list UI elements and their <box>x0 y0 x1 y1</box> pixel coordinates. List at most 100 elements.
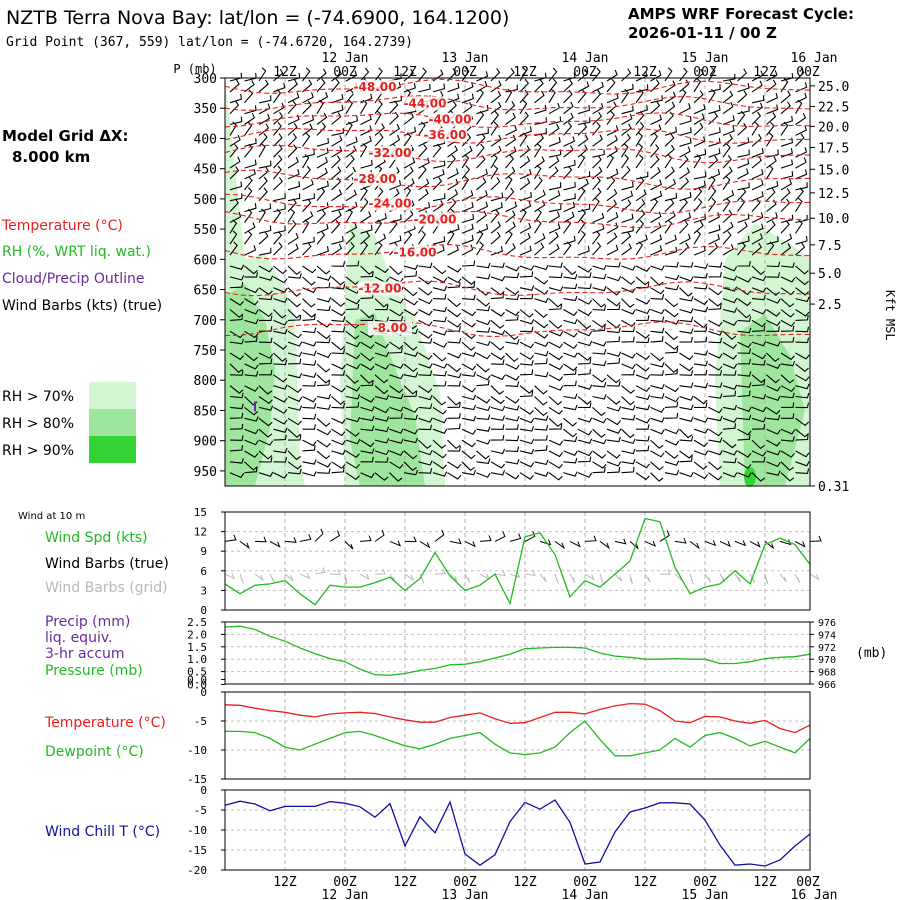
wind-barb <box>592 273 607 280</box>
isotherm-line <box>224 144 811 164</box>
wind-barb <box>316 223 329 234</box>
wind-barb <box>418 468 433 474</box>
wind-barb <box>563 330 578 338</box>
wind-barb <box>795 287 810 296</box>
wind-barb <box>650 132 659 147</box>
wind-barb <box>635 417 651 424</box>
wind-barb <box>258 326 273 332</box>
wind-barb <box>563 211 575 223</box>
wind-barb <box>403 437 419 444</box>
wind-barb <box>548 363 564 371</box>
wind-barb <box>534 79 544 93</box>
wind-barb <box>244 298 259 306</box>
wind-barb <box>244 176 253 191</box>
grid-wind-barb <box>344 573 348 585</box>
wind-barb <box>302 179 314 191</box>
wind-barb <box>273 111 284 125</box>
wind-barb <box>606 357 621 365</box>
wind-barb <box>316 363 331 373</box>
wind-barb <box>287 198 297 212</box>
wind-barb <box>534 297 549 303</box>
wind-barb <box>795 99 803 114</box>
wind-barb <box>403 391 418 398</box>
wind-barb <box>389 111 399 125</box>
wind-barb <box>476 472 491 478</box>
pressure-tick-label: 450 <box>194 163 217 178</box>
wind-barb <box>650 70 662 82</box>
wind-barb <box>490 231 501 245</box>
wind-barb <box>606 417 622 426</box>
wind-barb <box>490 461 506 469</box>
wind-barb <box>360 396 375 403</box>
wind-barb <box>621 181 634 191</box>
y-tick-label: 2.0 <box>187 628 207 641</box>
wind-barb <box>563 309 578 317</box>
wind-barb <box>592 349 607 355</box>
pressure-tick-label: 900 <box>194 435 217 450</box>
wind-barb <box>722 330 737 340</box>
wind-barb <box>534 156 545 169</box>
wind-barb <box>461 309 477 317</box>
wind-barb <box>708 187 717 202</box>
wind-barb <box>722 265 738 272</box>
wind-barb <box>447 154 456 169</box>
y-tick-label: 0.5 <box>187 666 207 679</box>
wind-barb <box>258 294 273 301</box>
wind-barb <box>534 176 543 191</box>
wind-barb <box>244 363 259 370</box>
wind-barb <box>316 187 326 202</box>
model-grid-value: 8.000 km <box>12 148 90 166</box>
wind-barb <box>258 123 270 136</box>
wind-barb <box>563 471 578 477</box>
wind-barb <box>418 121 426 136</box>
wind-barb <box>592 450 607 459</box>
wind-barb <box>780 276 796 283</box>
y-tick-label: 1.5 <box>187 641 207 654</box>
bottom-day-label: 15 Jan <box>682 888 729 900</box>
wind-barb <box>273 225 286 234</box>
wind-barb <box>403 372 419 378</box>
wind-barb <box>490 329 506 336</box>
wind-barb <box>737 90 748 104</box>
wind-barb <box>592 155 602 169</box>
wind-barb <box>331 449 346 456</box>
wind-barb <box>447 446 461 452</box>
wind-barb <box>563 122 573 136</box>
wind-barb <box>780 337 795 343</box>
wind-barb <box>519 191 533 202</box>
grid-wind-barb <box>689 573 694 584</box>
wind-barb <box>563 318 578 325</box>
wind-barb <box>548 116 562 126</box>
wind-barb <box>664 126 678 136</box>
wind-barb <box>432 406 447 415</box>
wind-barb <box>490 276 506 282</box>
wind-barb <box>403 414 418 421</box>
y-tick-label: -5 <box>194 715 207 728</box>
wind-barb <box>519 177 531 191</box>
wind-barb <box>461 145 473 158</box>
wind-barb <box>548 149 562 158</box>
wind-barb <box>519 319 535 325</box>
wind-barb <box>505 424 519 430</box>
cross-section-frame <box>224 77 811 487</box>
wind-barb <box>302 79 313 93</box>
wind-barb <box>577 319 592 330</box>
wind-barb <box>679 198 688 212</box>
wind-barb <box>447 363 461 373</box>
height-tick-label: 0.31 <box>818 480 849 495</box>
wind-barb <box>635 198 646 212</box>
wind-barb <box>606 428 622 434</box>
wind-barb <box>606 327 621 334</box>
wind-barb <box>273 242 283 256</box>
cycle-date: 2026-01-11 / 00 Z <box>628 24 777 42</box>
wind-barb <box>693 461 708 470</box>
wind-barb <box>751 352 767 360</box>
wind-barb <box>708 298 723 307</box>
wind-barb <box>490 287 505 296</box>
wind-barb <box>679 456 693 463</box>
wind-barb <box>780 121 789 136</box>
wind-barb <box>519 390 534 398</box>
wind-barb <box>229 363 243 374</box>
wind-barb <box>273 434 287 441</box>
isotherm-label: -40.00 <box>429 113 472 127</box>
